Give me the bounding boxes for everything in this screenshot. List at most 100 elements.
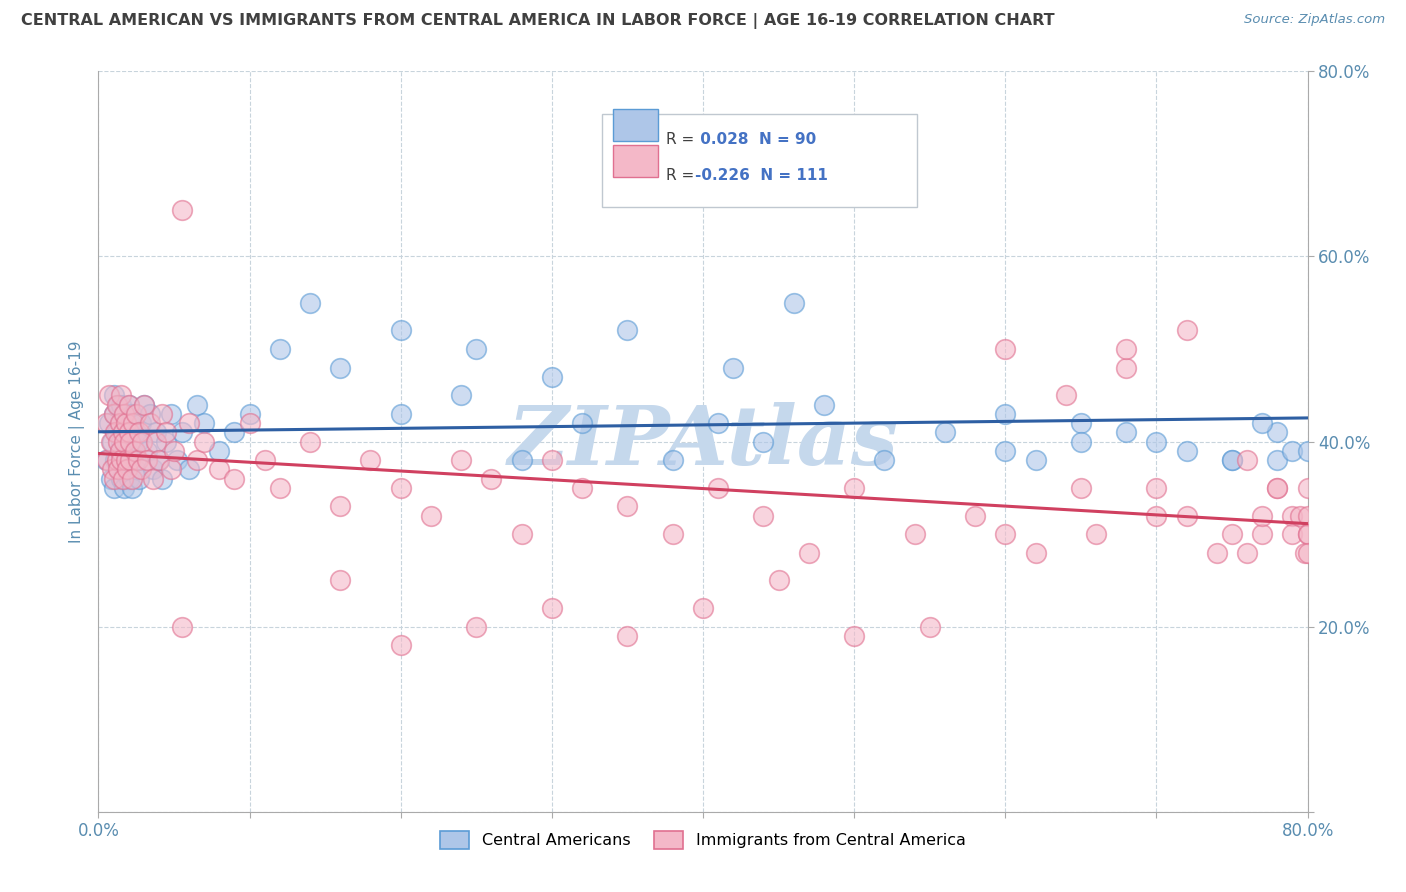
Point	[797, 545, 820, 560]
Point	[148, 453, 170, 467]
Point	[329, 360, 352, 375]
Point	[918, 619, 941, 633]
Point	[329, 574, 352, 588]
Point	[170, 425, 193, 440]
Point	[616, 324, 638, 338]
Point	[1267, 425, 1289, 440]
Point	[1220, 527, 1243, 541]
Point	[661, 453, 683, 467]
Point	[299, 434, 322, 449]
Point	[224, 472, 246, 486]
Point	[128, 472, 150, 486]
Point	[904, 527, 927, 541]
Point	[1220, 453, 1243, 467]
Point	[540, 369, 562, 384]
Point	[752, 508, 775, 523]
Point	[692, 601, 714, 615]
Text: 0.028  N = 90: 0.028 N = 90	[695, 132, 815, 147]
Point	[108, 443, 131, 458]
Point	[122, 443, 145, 458]
Point	[1115, 425, 1137, 440]
Point	[112, 407, 135, 421]
Point	[155, 434, 177, 449]
Point	[170, 619, 193, 633]
Point	[155, 425, 177, 440]
Point	[1296, 527, 1319, 541]
Point	[208, 443, 231, 458]
Point	[100, 472, 122, 486]
Point	[118, 398, 141, 412]
Point	[616, 629, 638, 643]
Point	[1251, 527, 1274, 541]
Point	[107, 398, 129, 412]
Point	[115, 462, 138, 476]
Point	[118, 425, 141, 440]
Point	[1236, 545, 1258, 560]
Point	[150, 407, 173, 421]
Point	[108, 416, 131, 430]
Point	[707, 416, 730, 430]
Point	[128, 425, 150, 440]
Point	[1281, 508, 1303, 523]
Point	[783, 295, 806, 310]
Point	[121, 407, 143, 421]
Point	[1281, 527, 1303, 541]
Point	[420, 508, 443, 523]
Point	[110, 472, 132, 486]
Point	[115, 434, 138, 449]
Point	[965, 508, 987, 523]
Point	[1115, 360, 1137, 375]
Point	[148, 453, 170, 467]
Point	[114, 453, 136, 467]
Point	[193, 416, 215, 430]
Point	[1070, 434, 1092, 449]
Point	[540, 453, 562, 467]
Point	[1236, 453, 1258, 467]
Point	[98, 388, 121, 402]
Point	[1070, 416, 1092, 430]
Point	[107, 462, 129, 476]
Point	[114, 416, 136, 430]
Point	[98, 416, 121, 430]
Point	[96, 453, 118, 467]
Point	[118, 398, 141, 412]
Point	[1175, 508, 1198, 523]
Point	[360, 453, 382, 467]
Point	[103, 472, 125, 486]
Point	[994, 342, 1017, 356]
Point	[239, 407, 262, 421]
Point	[111, 425, 134, 440]
Point	[103, 407, 125, 421]
Point	[132, 398, 155, 412]
Point	[120, 416, 142, 430]
Text: R =: R =	[666, 168, 700, 183]
Point	[111, 453, 134, 467]
Point	[994, 527, 1017, 541]
Point	[813, 398, 835, 412]
Point	[125, 453, 148, 467]
Point	[129, 416, 152, 430]
Point	[118, 472, 141, 486]
Point	[103, 481, 125, 495]
Point	[104, 425, 127, 440]
Point	[1175, 443, 1198, 458]
Point	[389, 324, 412, 338]
Point	[1296, 481, 1319, 495]
Point	[108, 416, 131, 430]
Point	[110, 388, 132, 402]
Point	[179, 416, 201, 430]
Point	[103, 407, 125, 421]
Point	[389, 638, 412, 652]
Point	[1070, 481, 1092, 495]
Point	[166, 453, 188, 467]
Point	[1144, 481, 1167, 495]
Point	[142, 472, 165, 486]
Point	[110, 398, 132, 412]
Point	[122, 416, 145, 430]
Point	[107, 462, 129, 476]
Point	[131, 434, 153, 449]
Point	[120, 434, 142, 449]
Point	[163, 443, 186, 458]
Point	[269, 342, 291, 356]
Point	[135, 443, 157, 458]
